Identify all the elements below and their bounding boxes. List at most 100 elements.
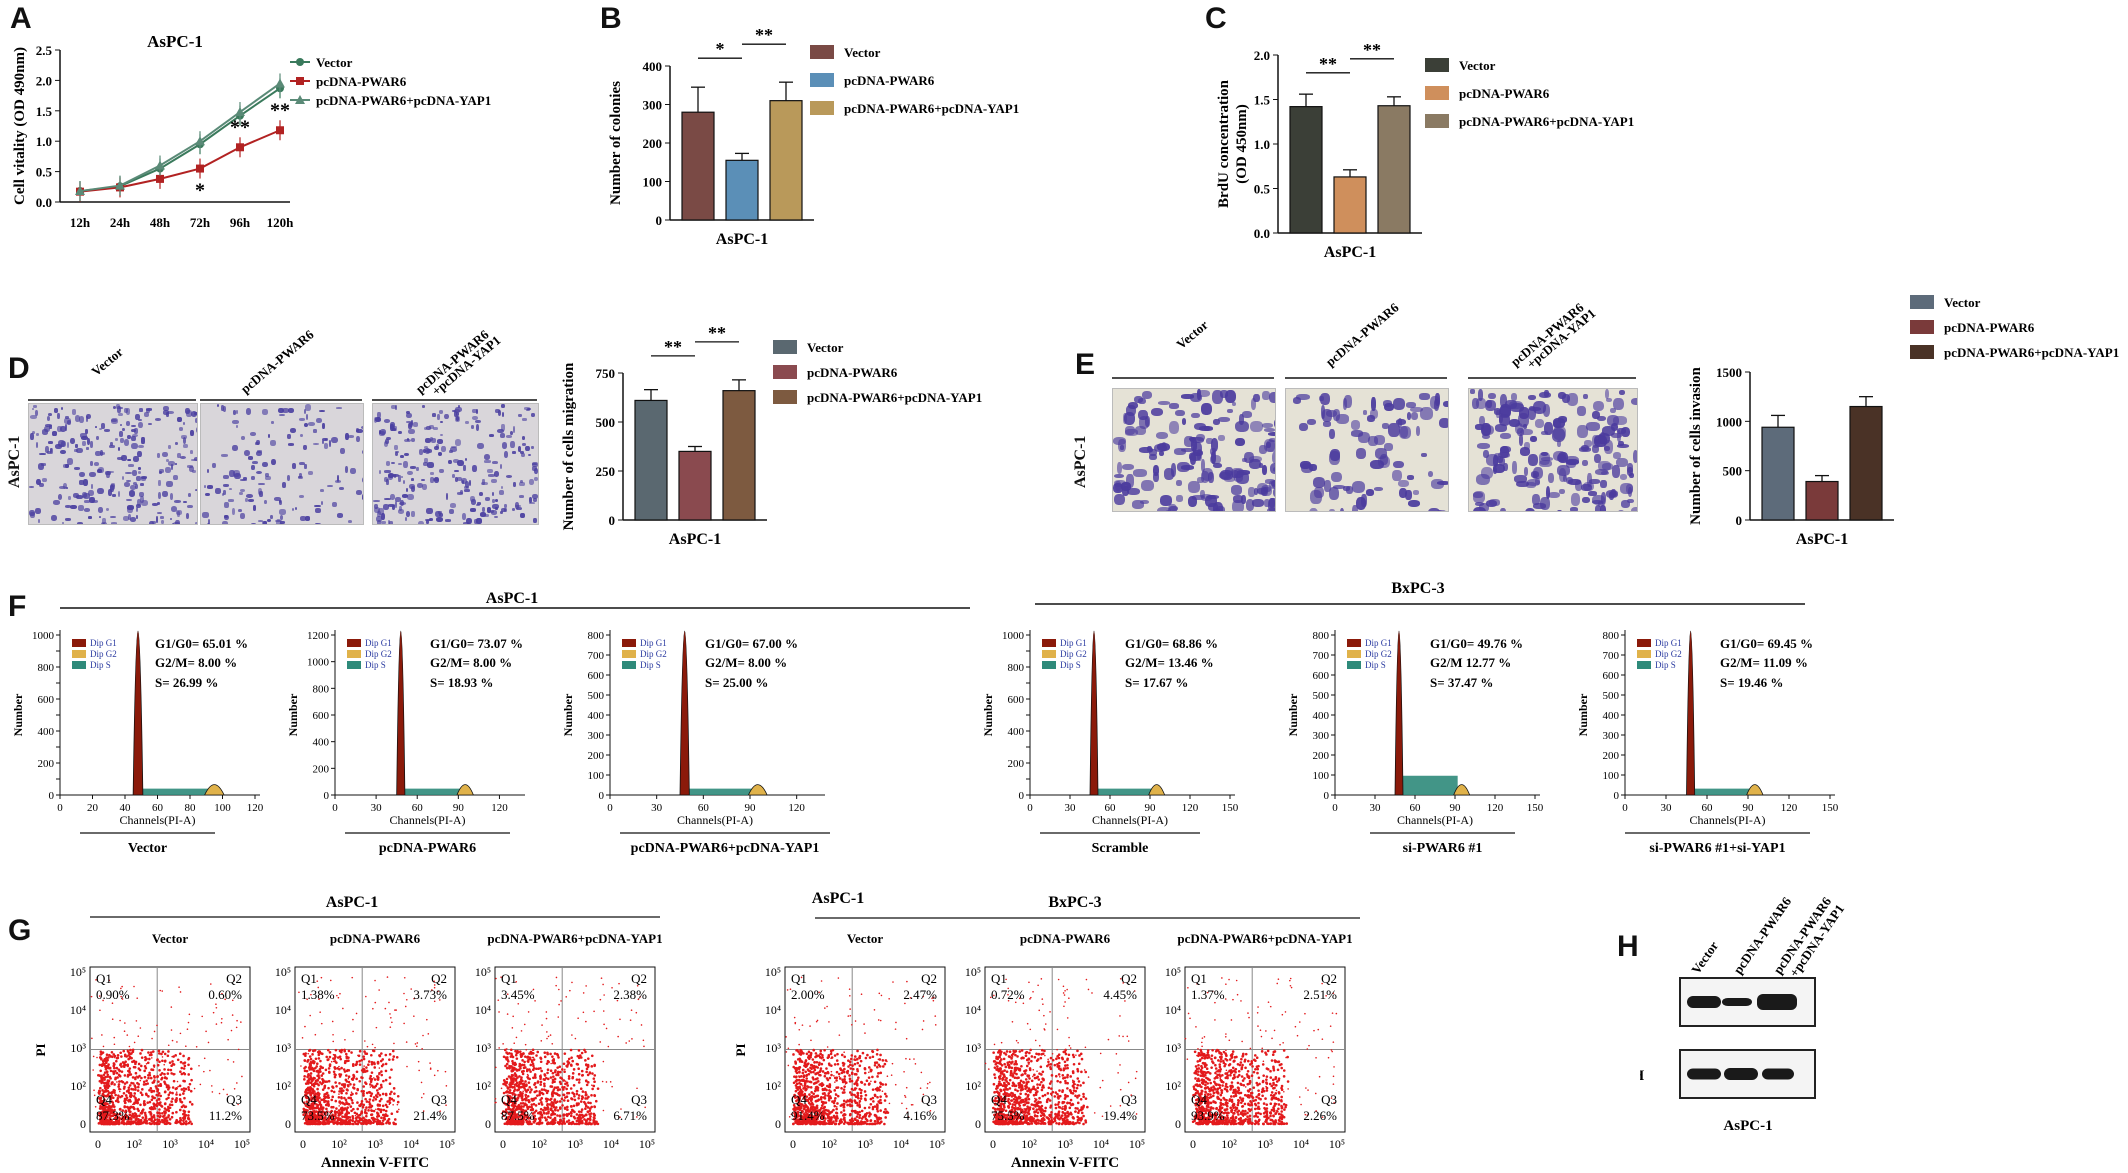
dot bbox=[527, 1011, 530, 1013]
dot bbox=[564, 1080, 567, 1082]
dot bbox=[308, 1048, 312, 1052]
dot bbox=[125, 1122, 129, 1126]
dot bbox=[553, 1070, 557, 1074]
dot bbox=[183, 1064, 187, 1068]
g2-peak bbox=[203, 784, 225, 796]
y-tick-label: 250 bbox=[596, 464, 616, 479]
dot bbox=[382, 1079, 385, 1083]
dot bbox=[380, 1064, 384, 1068]
dot bbox=[99, 1069, 102, 1073]
dot bbox=[555, 976, 558, 979]
y-tick-label: 10⁴ bbox=[475, 1003, 491, 1017]
hist-y-tick-label: 800 bbox=[1603, 630, 1620, 642]
dot bbox=[517, 1068, 521, 1072]
hist-y-tick-label: 400 bbox=[1313, 710, 1330, 722]
dot bbox=[132, 1106, 135, 1110]
cell-blob bbox=[1393, 398, 1406, 411]
stat-s: S= 37.47 % bbox=[1430, 675, 1493, 690]
cell-blob bbox=[1312, 476, 1326, 488]
dot bbox=[364, 1097, 367, 1101]
dot bbox=[356, 1107, 359, 1111]
dot bbox=[577, 1122, 581, 1125]
dot bbox=[114, 1077, 117, 1081]
cell-blob bbox=[168, 461, 176, 466]
cell-blob bbox=[288, 442, 295, 446]
dot bbox=[314, 1081, 317, 1085]
dot bbox=[129, 1048, 132, 1052]
cell-blob bbox=[1118, 438, 1126, 453]
cell-blob bbox=[422, 405, 426, 408]
dot bbox=[366, 1045, 369, 1048]
dot bbox=[367, 1060, 371, 1063]
dot bbox=[170, 1072, 173, 1075]
cell-blob bbox=[174, 442, 178, 445]
dot bbox=[571, 1075, 575, 1079]
dot bbox=[388, 1053, 392, 1056]
dot bbox=[579, 1087, 583, 1091]
dot bbox=[509, 1055, 513, 1058]
cell-blob bbox=[238, 508, 243, 512]
cell-blob bbox=[375, 515, 382, 522]
dot bbox=[525, 1069, 529, 1073]
dot bbox=[364, 1040, 366, 1042]
dot bbox=[523, 1060, 526, 1064]
dot bbox=[552, 1080, 555, 1083]
cell-blob bbox=[61, 521, 64, 524]
cell-blob bbox=[1319, 395, 1325, 402]
dot bbox=[569, 989, 571, 992]
dot bbox=[326, 1094, 330, 1097]
y-tick-label: 0.0 bbox=[1254, 226, 1270, 241]
cell-blob bbox=[65, 487, 68, 490]
dot bbox=[160, 1077, 163, 1081]
dot bbox=[113, 1066, 116, 1070]
cell-blob bbox=[1268, 498, 1275, 511]
dot bbox=[133, 1101, 136, 1104]
dot bbox=[372, 1061, 376, 1065]
cell-blob bbox=[88, 496, 95, 503]
dot bbox=[351, 1116, 355, 1120]
dot bbox=[381, 1119, 385, 1122]
legend-label: pcDNA-PWAR6+pcDNA-YAP1 bbox=[316, 93, 491, 108]
cell-blob bbox=[435, 516, 443, 522]
cell-blob bbox=[433, 445, 439, 451]
dot bbox=[380, 1052, 383, 1055]
dot bbox=[140, 1056, 144, 1059]
dot bbox=[509, 1076, 513, 1080]
cell-blob bbox=[160, 516, 164, 519]
cell-blob bbox=[105, 471, 112, 475]
cell-blob bbox=[1513, 475, 1528, 484]
cell-blob bbox=[1361, 493, 1367, 507]
cell-blob bbox=[263, 520, 267, 524]
dot bbox=[552, 1075, 555, 1078]
cell-blob bbox=[308, 421, 316, 426]
dot bbox=[98, 1112, 102, 1115]
cell-blob bbox=[398, 430, 402, 435]
g1-peak bbox=[132, 630, 144, 796]
x-tick-label: 96h bbox=[230, 215, 251, 230]
dot bbox=[342, 1107, 346, 1111]
x-tick-label: 0 bbox=[300, 1137, 306, 1151]
dot bbox=[138, 1114, 141, 1118]
cell-blob bbox=[460, 477, 468, 485]
dot bbox=[145, 1119, 149, 1123]
dot bbox=[143, 1103, 147, 1106]
dot bbox=[512, 1074, 515, 1076]
cell-blob bbox=[1322, 421, 1332, 427]
dot bbox=[337, 996, 340, 999]
cell-blob bbox=[1566, 393, 1578, 406]
cell-blob bbox=[1500, 432, 1511, 439]
dot bbox=[512, 1015, 514, 1018]
dot bbox=[334, 1055, 337, 1059]
cell-blob bbox=[400, 475, 404, 479]
dot bbox=[98, 1074, 101, 1077]
dot bbox=[101, 1059, 105, 1063]
cell-blob bbox=[254, 442, 259, 445]
dot bbox=[551, 1118, 555, 1122]
cell-blob bbox=[1498, 414, 1511, 426]
dot bbox=[559, 1076, 562, 1080]
cell-blob bbox=[51, 431, 57, 436]
cell-blob bbox=[464, 489, 470, 492]
dot bbox=[123, 1030, 126, 1033]
dot bbox=[346, 1115, 350, 1119]
dot bbox=[365, 1066, 368, 1069]
